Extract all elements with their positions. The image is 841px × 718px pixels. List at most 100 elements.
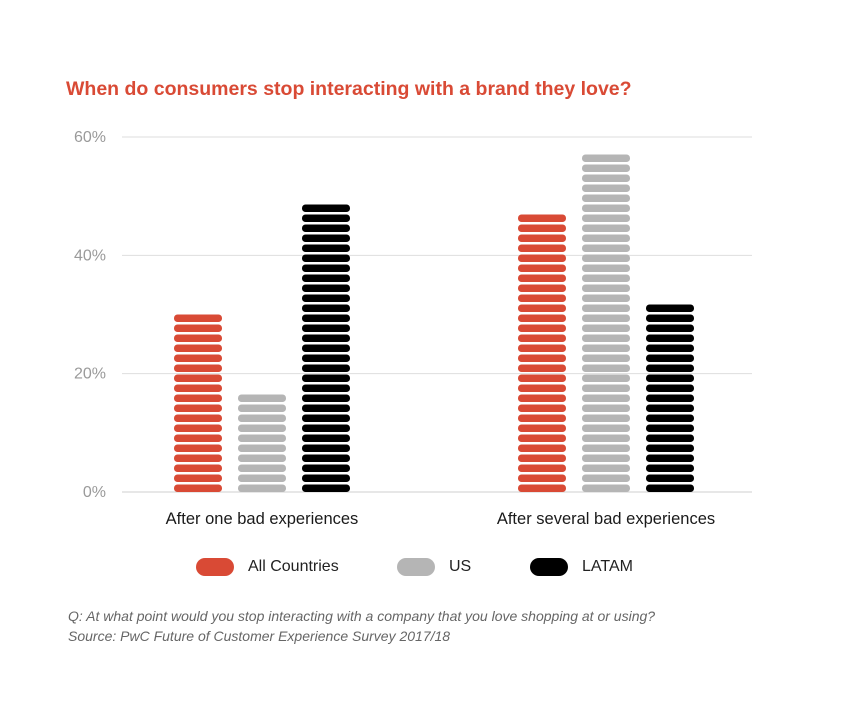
bar-stripe [174, 484, 222, 492]
bar-stripe [582, 194, 630, 202]
chart-title: When do consumers stop interacting with … [66, 78, 632, 100]
bar-stripe [646, 444, 694, 452]
bar-stripe [174, 464, 222, 472]
bar-stripe [582, 294, 630, 302]
bar-stripe [518, 244, 566, 252]
bar-stripe [174, 424, 222, 432]
bar-stripe [518, 304, 566, 312]
bar-stripe [238, 414, 286, 422]
bar-stripe [302, 324, 350, 332]
bar-stripe [302, 354, 350, 362]
bar-stripe [582, 164, 630, 172]
bar-stripe [582, 384, 630, 392]
bar-stripe [582, 234, 630, 242]
bar-stripe [582, 444, 630, 452]
bar-stripe [302, 414, 350, 422]
footnote-question: Q: At what point would you stop interact… [68, 608, 656, 624]
bar-stripe [302, 364, 350, 372]
bar-stripe [518, 224, 566, 232]
legend-label-us: US [449, 558, 472, 575]
bar-stripe [302, 224, 350, 232]
bar-stripe [518, 294, 566, 302]
bar-stripe [582, 214, 630, 222]
bar-stripe [518, 364, 566, 372]
bar-stripe [518, 314, 566, 322]
bar-stripe [518, 474, 566, 482]
bar-stripe [582, 474, 630, 482]
bar-stripe [174, 434, 222, 442]
bar-stripe [238, 464, 286, 472]
bar-stripe [302, 314, 350, 322]
bar-stripe [302, 214, 350, 222]
bar-stripe [582, 364, 630, 372]
bar-stripe [582, 174, 630, 182]
bar-stripe [518, 414, 566, 422]
bar-stripe [582, 154, 630, 162]
bar-stripe [582, 374, 630, 382]
legend-label-all-countries: All Countries [248, 558, 339, 575]
bar-stripe [518, 284, 566, 292]
bar-stripe [238, 394, 286, 402]
bar-stripe [174, 394, 222, 402]
bar-stripe [518, 484, 566, 492]
bar-stripe [646, 434, 694, 442]
bar-stripe [518, 404, 566, 412]
bar-stripe [582, 314, 630, 322]
bar-stripe [646, 364, 694, 372]
bar-stripe [302, 294, 350, 302]
bar-stripe [302, 204, 350, 212]
bar-stripe [518, 264, 566, 272]
bar-stripe [518, 464, 566, 472]
bar-stripe [238, 444, 286, 452]
bar-stripe [646, 374, 694, 382]
bar-stripe [518, 254, 566, 262]
bar-stripe [646, 324, 694, 332]
bar-stripe [518, 334, 566, 342]
bar-stripe [582, 394, 630, 402]
bar-stripe [302, 454, 350, 462]
bar-stripe [302, 234, 350, 242]
bar-stripe [646, 404, 694, 412]
bar-stripe [518, 454, 566, 462]
bar-stripe [518, 434, 566, 442]
bar-stripe [174, 334, 222, 342]
bar-stripe [174, 454, 222, 462]
x-category-label: After one bad experiences [166, 510, 359, 528]
bar-stripe [174, 374, 222, 382]
bar-stripe [582, 354, 630, 362]
bar-stripe [582, 284, 630, 292]
bar-stripe [646, 314, 694, 322]
bar-stripe [518, 324, 566, 332]
bar-stripe [302, 464, 350, 472]
bar-stripe [582, 464, 630, 472]
bar [174, 314, 222, 492]
bar-stripe [582, 404, 630, 412]
bar-stripe [518, 394, 566, 402]
bar-stripe [302, 254, 350, 262]
bar-stripe [646, 394, 694, 402]
bar-stripe [646, 334, 694, 342]
y-tick-label: 60% [74, 129, 106, 146]
bar-stripe [646, 344, 694, 352]
bar-stripe [518, 424, 566, 432]
bar-stripe [238, 404, 286, 412]
bar-stripe [302, 424, 350, 432]
bar-stripe [174, 474, 222, 482]
bar-stripe [518, 214, 566, 222]
bar-stripe [302, 244, 350, 252]
bar-stripe [238, 434, 286, 442]
bar-stripe [302, 334, 350, 342]
legend-swatch-us [397, 558, 435, 576]
bar-stripe [174, 344, 222, 352]
bar-stripe [302, 344, 350, 352]
bar-stripe [518, 234, 566, 242]
y-tick-label: 0% [83, 484, 106, 501]
bar-stripe [302, 484, 350, 492]
bar-stripe [582, 254, 630, 262]
bar-stripe [582, 304, 630, 312]
bar-stripe [646, 304, 694, 312]
legend-swatch-all-countries [196, 558, 234, 576]
bar [646, 304, 694, 492]
bar-stripe [302, 434, 350, 442]
